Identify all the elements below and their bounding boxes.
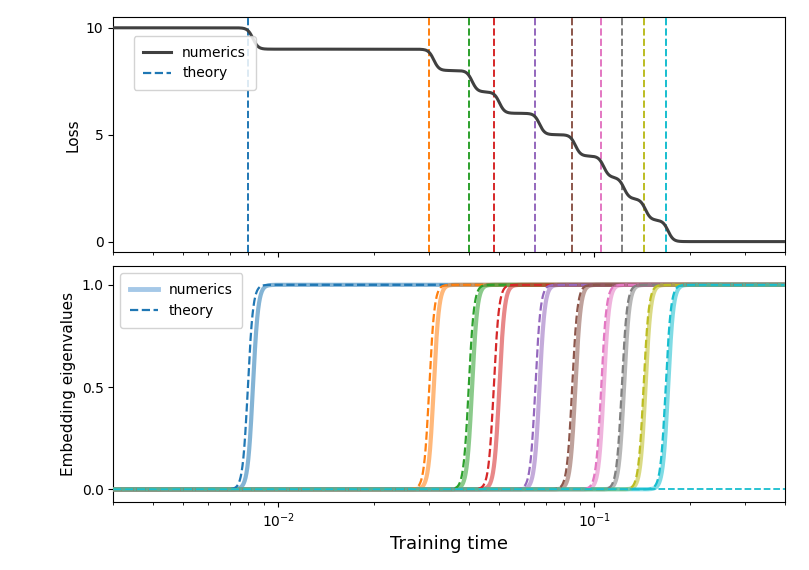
X-axis label: Training time: Training time (390, 535, 508, 553)
Legend: numerics, theory: numerics, theory (121, 274, 243, 328)
Legend: numerics, theory: numerics, theory (133, 36, 256, 90)
Y-axis label: Embedding eigenvalues: Embedding eigenvalues (61, 292, 76, 476)
Y-axis label: Loss: Loss (66, 118, 80, 152)
